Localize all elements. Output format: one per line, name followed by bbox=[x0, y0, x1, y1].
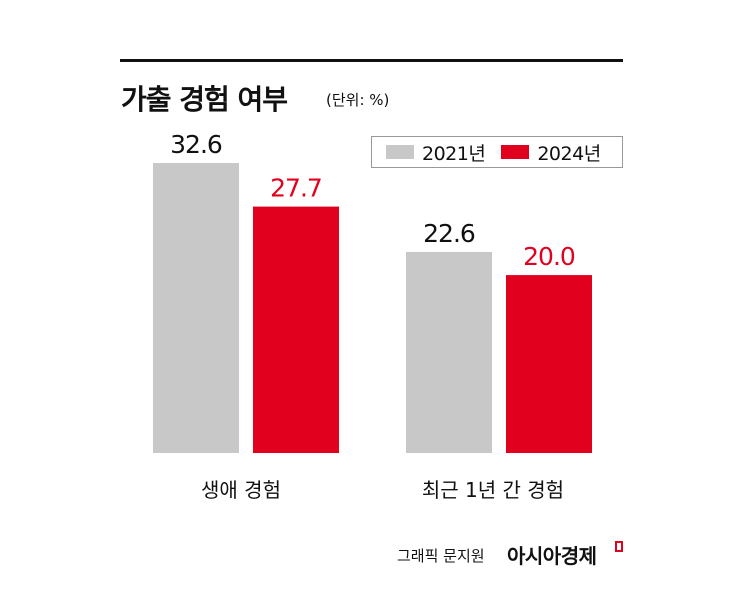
chart-title: 가출 경험 여부 bbox=[121, 83, 288, 116]
graphic-credit: 그래픽 문지원 bbox=[397, 547, 485, 565]
category-label-1: 최근 1년 간 경험 bbox=[422, 478, 564, 502]
value-label-2024-0: 27.7 bbox=[270, 174, 322, 203]
bar-2024-0 bbox=[253, 206, 339, 453]
bar-2021-0 bbox=[153, 163, 239, 453]
legend-swatch-2024 bbox=[501, 145, 530, 159]
value-label-2024-1: 20.0 bbox=[523, 242, 575, 271]
legend-item-2021: 2021년 bbox=[386, 139, 486, 166]
unit-label: (단위: %) bbox=[326, 91, 390, 109]
legend-item-2024: 2024년 bbox=[501, 139, 601, 166]
category-label-0: 생애 경험 bbox=[201, 478, 281, 502]
legend-label-2021: 2021년 bbox=[422, 142, 486, 165]
value-label-2021-1: 22.6 bbox=[423, 219, 475, 248]
brand-logo-text: 아시아경제 bbox=[507, 544, 597, 568]
bar-2021-1 bbox=[406, 251, 492, 453]
legend-label-2024: 2024년 bbox=[537, 142, 601, 165]
legend: 2021년 2024년 bbox=[371, 136, 623, 168]
bar-2024-1 bbox=[506, 275, 592, 453]
brand-mark-icon bbox=[615, 541, 623, 552]
top-rule bbox=[120, 59, 623, 62]
legend-swatch-2021 bbox=[386, 145, 414, 159]
value-label-2021-0: 32.6 bbox=[170, 130, 222, 159]
